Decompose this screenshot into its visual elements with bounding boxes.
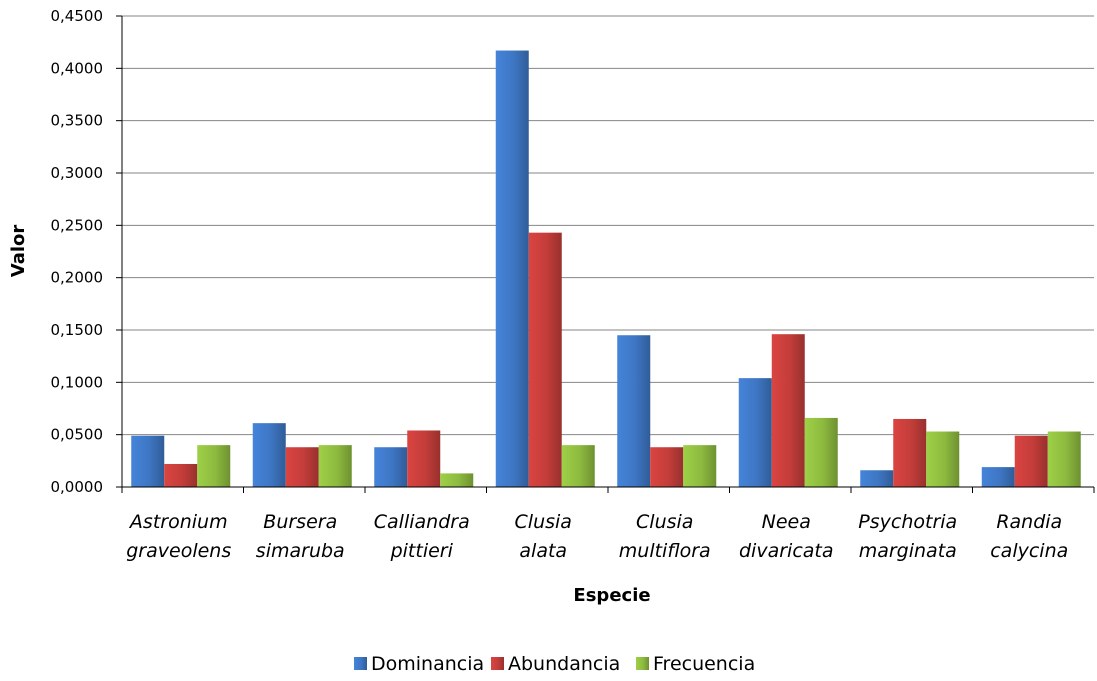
x-tick-label: Astronium graveolens [126,511,231,562]
bar-dominancia [252,423,286,487]
bar-frecuencia [318,445,352,487]
bar-abundancia [285,447,319,487]
bar-dominancia [617,335,651,487]
x-tick-label: Clusia alata [515,511,572,562]
y-tick-label: 0,3500 [51,112,104,130]
x-tick-label: Bursera simaruba [256,511,345,562]
bar-dominancia [374,447,408,487]
y-axis-title: Valor [8,225,29,278]
gridlines [122,15,1094,436]
y-tick-label: 0,0500 [51,426,104,444]
y-tick-labels: 0,0000 0,0500 0,1000 0,1500 0,2000 0,2500 0,30… [51,7,104,496]
legend: Dominancia Abundancia Frecuencia [354,653,755,675]
x-tick-label: Calliandra pittieri [374,511,470,562]
x-tick-labels: Astronium graveolens Bursera simaruba Callia… [126,511,1068,562]
y-tick-label: 0,3000 [51,164,104,182]
bar-abundancia [771,334,805,487]
x-tick-label: Randia calycina [990,511,1068,562]
y-tick-label: 0,0000 [51,478,104,496]
y-tick-label: 0,2500 [51,216,104,234]
legend-label: Dominancia [371,653,484,675]
legend-item-frecuencia: Frecuencia [636,653,755,675]
axes [116,15,1095,493]
y-tick-label: 0,4500 [51,7,104,25]
bar-frecuencia [804,417,838,487]
bar-abundancia [407,430,441,487]
x-axis-title: Especie [573,585,650,606]
bar-abundancia [164,463,198,487]
bar-dominancia [860,470,894,487]
legend-swatch [354,657,367,670]
bar-frecuencia [926,431,960,487]
bar-abundancia [528,232,562,487]
bar-abundancia [1014,435,1048,487]
legend-swatch [491,657,504,670]
y-tick-label: 0,1500 [51,321,104,339]
bar-dominancia [738,378,772,487]
bar-dominancia [981,467,1015,487]
bar-frecuencia [440,473,474,487]
bar-abundancia [893,418,927,487]
y-tick-label: 0,4000 [51,59,104,77]
bar-frecuencia [1047,431,1081,487]
legend-swatch [636,657,649,670]
bar-abundancia [650,447,684,487]
y-tick-label: 0,1000 [51,373,104,391]
bar-dominancia [131,435,165,487]
bar-frecuencia [561,445,595,487]
x-tick-label: Clusia multiflora [619,511,711,562]
x-tick-label: Psychotria marginata [858,511,957,562]
legend-item-dominancia: Dominancia [354,653,484,675]
legend-item-abundancia: Abundancia [491,653,620,675]
x-tick-label: Neea divaricata [739,511,834,562]
bar-dominancia [495,50,529,487]
legend-label: Frecuencia [653,653,755,675]
bars [131,50,1081,487]
y-tick-label: 0,2000 [51,269,104,287]
legend-label: Abundancia [508,653,620,675]
bar-frecuencia [683,445,717,487]
bar-frecuencia [197,445,231,487]
